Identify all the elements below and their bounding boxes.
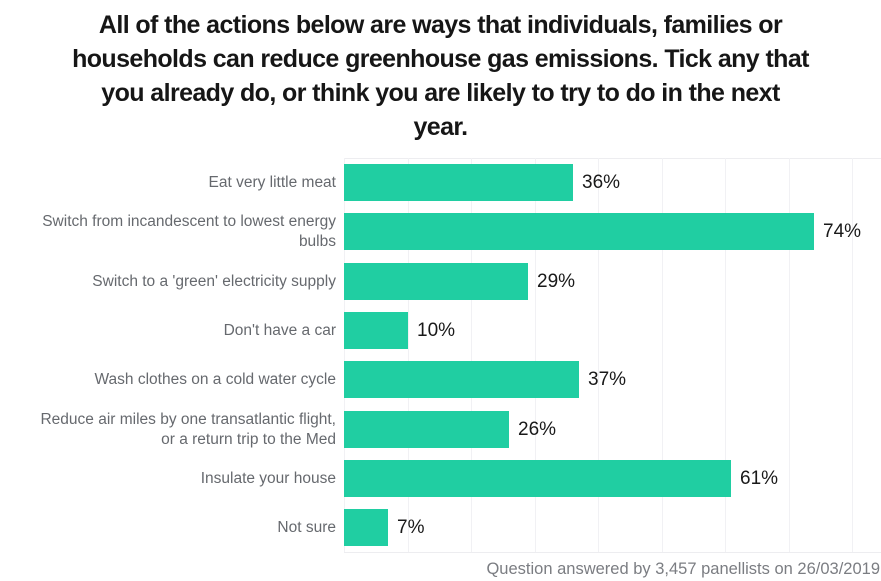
bar	[344, 213, 814, 250]
source-note: Question answered by 3,457 panellists on…	[486, 560, 880, 578]
value-label: 36%	[582, 171, 621, 193]
bar	[344, 460, 731, 497]
bar	[344, 509, 388, 546]
category-label-line: Eat very little meat	[208, 173, 337, 191]
category-label: Wash clothes on a cold water cycle	[0, 355, 336, 404]
x-gridline	[344, 158, 345, 552]
category-label-line: Insulate your house	[200, 469, 336, 487]
value-label: 74%	[823, 220, 862, 242]
category-label-line: Not sure	[277, 518, 336, 536]
chart-title-line: year.	[413, 113, 468, 141]
plot-area: Eat very little meat 36% Switch from incan…	[0, 158, 881, 553]
category-label-line: Reduce air miles by one transatlantic fl…	[40, 410, 336, 428]
value-label: 10%	[417, 319, 456, 341]
bar	[344, 361, 579, 398]
x-gridline	[852, 158, 853, 552]
value-label: 61%	[740, 467, 779, 489]
x-gridline	[662, 158, 663, 552]
plot-bottom-border	[344, 552, 881, 553]
category-label-line: Switch to a 'green' electricity supply	[92, 272, 336, 290]
value-label: 26%	[518, 418, 557, 440]
category-label-line: Don't have a car	[223, 321, 336, 339]
bar	[344, 263, 528, 300]
plot-top-border	[344, 158, 881, 159]
x-gridline	[598, 158, 599, 552]
category-label: Not sure	[0, 503, 336, 552]
value-label: 7%	[397, 516, 425, 538]
chart-title-line: households can reduce greenhouse gas emi…	[72, 45, 809, 73]
bar	[344, 312, 408, 349]
category-label: Eat very little meat	[0, 158, 337, 207]
category-label-line: Wash clothes on a cold water cycle	[94, 370, 336, 388]
x-gridline	[789, 158, 790, 552]
chart-title-line: All of the actions below are ways that i…	[98, 11, 783, 39]
bar	[344, 164, 573, 201]
value-label: 29%	[537, 270, 576, 292]
category-label-line: bulbs	[298, 232, 336, 250]
x-gridline	[725, 158, 726, 552]
x-gridline	[408, 158, 409, 552]
chart-title-line: you already do, or think you are likely …	[101, 79, 780, 107]
category-label: Switch from incandescent to lowest energ…	[0, 207, 336, 256]
category-label: Don't have a car	[0, 306, 336, 355]
category-label: Switch to a 'green' electricity supply	[0, 257, 336, 306]
category-label: Reduce air miles by one transatlantic fl…	[0, 405, 336, 454]
bar	[344, 411, 509, 448]
category-label-line: Switch from incandescent to lowest energ…	[42, 212, 336, 230]
category-label: Insulate your house	[0, 454, 336, 503]
x-gridline	[535, 158, 536, 552]
value-label: 37%	[588, 368, 627, 390]
category-label-line: or a return trip to the Med	[161, 430, 336, 448]
chart-title: All of the actions below are ways that i…	[0, 8, 881, 144]
x-gridline	[471, 158, 472, 552]
